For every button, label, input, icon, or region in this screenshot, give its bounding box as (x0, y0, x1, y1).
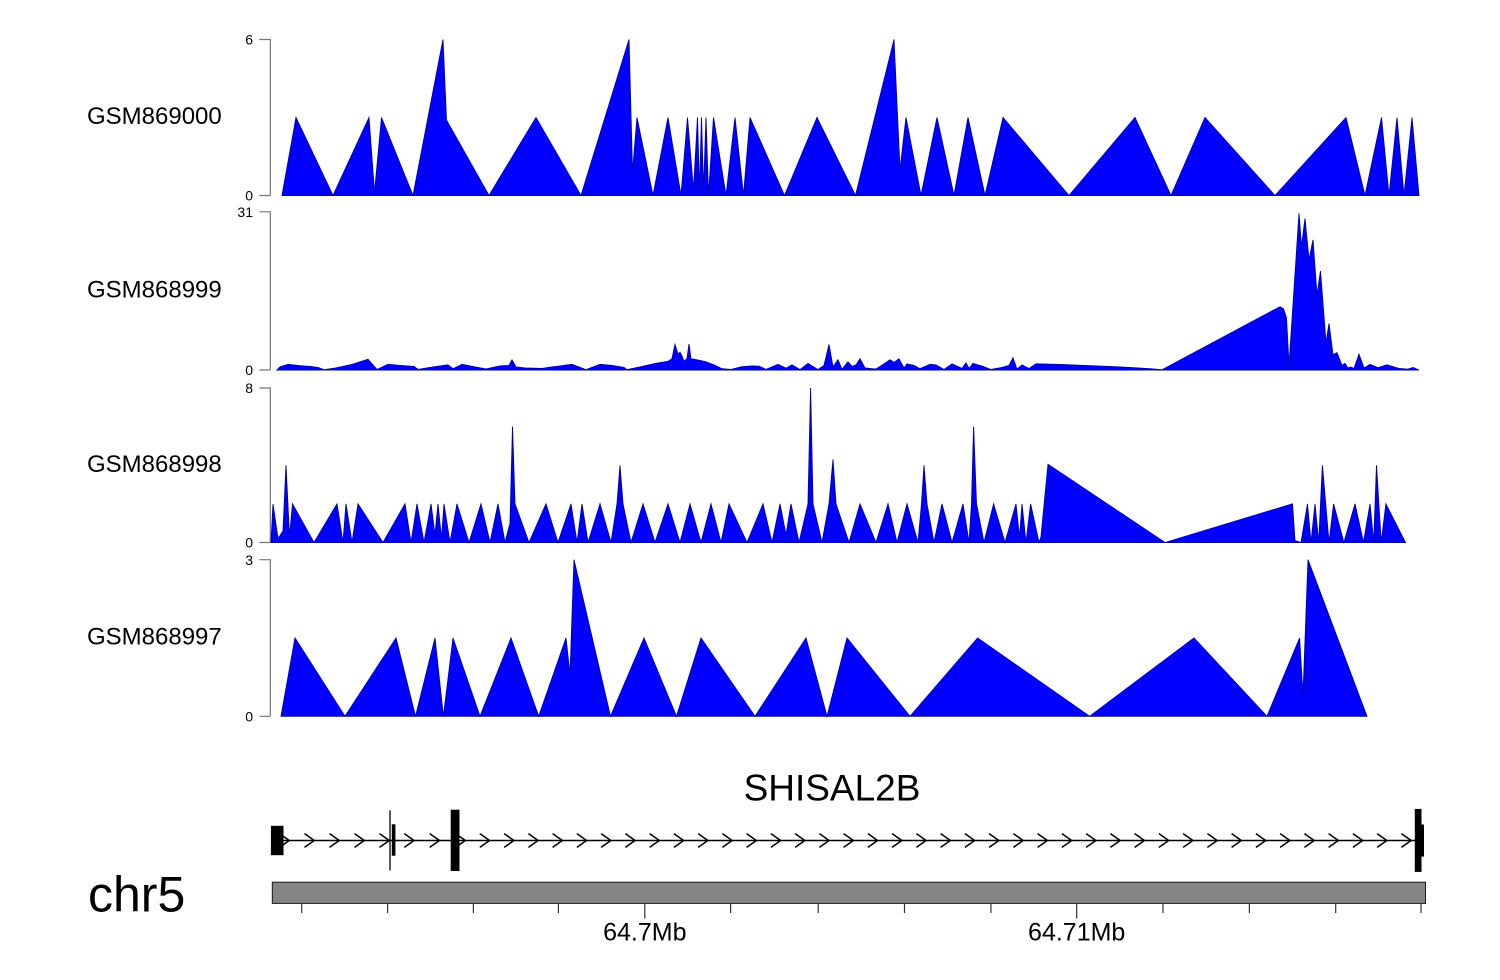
svg-text:31: 31 (237, 204, 253, 220)
svg-text:0: 0 (245, 362, 253, 378)
svg-text:0: 0 (245, 709, 253, 725)
svg-text:GSM869000: GSM869000 (87, 103, 222, 130)
svg-text:3: 3 (245, 552, 253, 568)
svg-text:chr5: chr5 (88, 867, 185, 923)
svg-text:0: 0 (245, 188, 253, 204)
svg-text:GSM868998: GSM868998 (87, 451, 222, 478)
svg-text:SHISAL2B: SHISAL2B (744, 768, 921, 809)
svg-text:GSM868997: GSM868997 (87, 624, 222, 651)
svg-text:64.7Mb: 64.7Mb (603, 919, 686, 947)
svg-text:GSM868999: GSM868999 (87, 276, 222, 303)
svg-text:64.71Mb: 64.71Mb (1028, 919, 1125, 947)
svg-text:6: 6 (245, 32, 253, 48)
svg-text:8: 8 (245, 380, 253, 396)
svg-text:0: 0 (245, 535, 253, 551)
